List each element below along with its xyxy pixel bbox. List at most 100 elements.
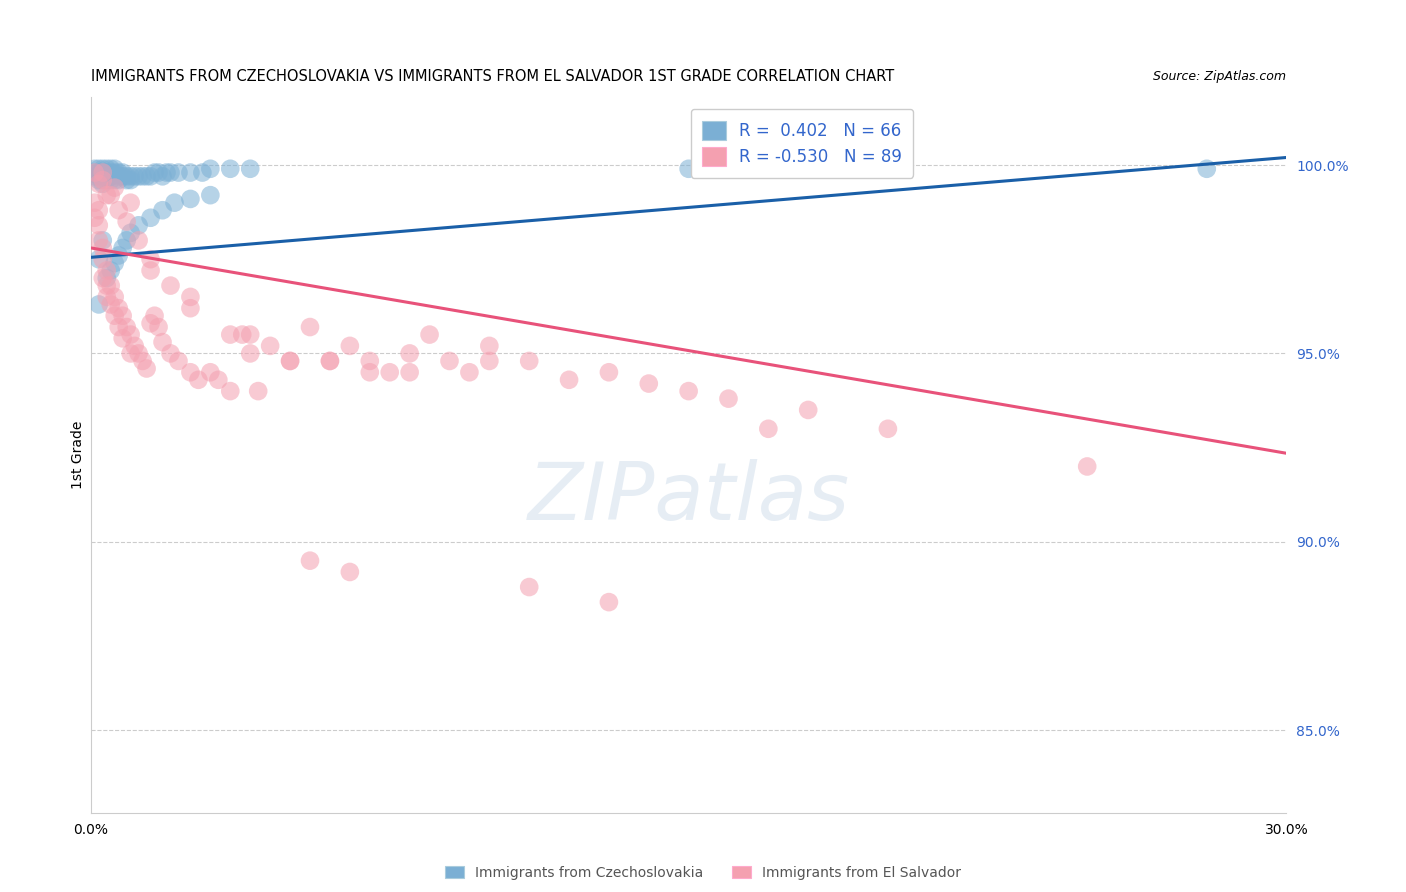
- Point: [259, 339, 281, 353]
- Point: [152, 203, 174, 218]
- Point: [107, 248, 129, 262]
- Point: [678, 384, 700, 398]
- Legend: Immigrants from Czechoslovakia, Immigrants from El Salvador: Immigrants from Czechoslovakia, Immigran…: [439, 860, 967, 885]
- Point: [155, 165, 177, 179]
- Point: [91, 271, 114, 285]
- Point: [87, 173, 110, 187]
- Point: [139, 211, 162, 225]
- Point: [219, 327, 242, 342]
- Point: [598, 365, 620, 379]
- Point: [111, 165, 134, 179]
- Point: [96, 161, 118, 176]
- Point: [478, 339, 501, 353]
- Point: [200, 365, 222, 379]
- Point: [83, 195, 105, 210]
- Point: [159, 165, 181, 179]
- Point: [458, 365, 481, 379]
- Point: [139, 169, 162, 184]
- Point: [717, 392, 740, 406]
- Point: [163, 195, 186, 210]
- Point: [179, 192, 201, 206]
- Point: [143, 309, 166, 323]
- Point: [1076, 459, 1098, 474]
- Point: [100, 169, 122, 184]
- Point: [91, 165, 114, 179]
- Point: [104, 290, 127, 304]
- Point: [278, 354, 301, 368]
- Point: [124, 339, 146, 353]
- Point: [100, 188, 122, 202]
- Point: [111, 331, 134, 345]
- Point: [115, 320, 138, 334]
- Point: [558, 373, 581, 387]
- Point: [91, 173, 114, 187]
- Point: [159, 346, 181, 360]
- Point: [131, 354, 153, 368]
- Point: [247, 384, 270, 398]
- Point: [148, 165, 170, 179]
- Point: [107, 165, 129, 179]
- Point: [91, 161, 114, 176]
- Point: [139, 316, 162, 330]
- Point: [439, 354, 461, 368]
- Point: [239, 161, 262, 176]
- Point: [111, 169, 134, 184]
- Point: [91, 252, 114, 267]
- Point: [179, 165, 201, 179]
- Point: [207, 373, 229, 387]
- Point: [419, 327, 441, 342]
- Point: [239, 327, 262, 342]
- Point: [298, 554, 321, 568]
- Point: [128, 346, 150, 360]
- Point: [120, 226, 142, 240]
- Point: [107, 173, 129, 187]
- Point: [124, 169, 146, 184]
- Point: [91, 165, 114, 179]
- Point: [135, 169, 157, 184]
- Point: [167, 354, 190, 368]
- Point: [128, 233, 150, 247]
- Point: [128, 219, 150, 233]
- Point: [96, 169, 118, 184]
- Point: [87, 203, 110, 218]
- Point: [100, 278, 122, 293]
- Point: [115, 214, 138, 228]
- Point: [107, 301, 129, 316]
- Point: [231, 327, 253, 342]
- Point: [104, 165, 127, 179]
- Point: [135, 361, 157, 376]
- Point: [159, 278, 181, 293]
- Point: [104, 180, 127, 194]
- Point: [139, 252, 162, 267]
- Point: [517, 354, 540, 368]
- Point: [152, 335, 174, 350]
- Point: [107, 320, 129, 334]
- Point: [91, 169, 114, 184]
- Point: [877, 422, 900, 436]
- Point: [152, 169, 174, 184]
- Point: [96, 173, 118, 187]
- Point: [179, 290, 201, 304]
- Point: [100, 161, 122, 176]
- Point: [91, 241, 114, 255]
- Point: [120, 169, 142, 184]
- Point: [115, 173, 138, 187]
- Point: [111, 309, 134, 323]
- Point: [598, 595, 620, 609]
- Point: [83, 165, 105, 179]
- Point: [678, 161, 700, 176]
- Point: [219, 384, 242, 398]
- Point: [111, 241, 134, 255]
- Point: [398, 365, 420, 379]
- Point: [83, 169, 105, 184]
- Point: [298, 320, 321, 334]
- Point: [179, 301, 201, 316]
- Point: [96, 263, 118, 277]
- Point: [339, 339, 361, 353]
- Point: [87, 297, 110, 311]
- Point: [359, 365, 381, 379]
- Point: [115, 233, 138, 247]
- Point: [339, 565, 361, 579]
- Point: [100, 165, 122, 179]
- Point: [187, 373, 209, 387]
